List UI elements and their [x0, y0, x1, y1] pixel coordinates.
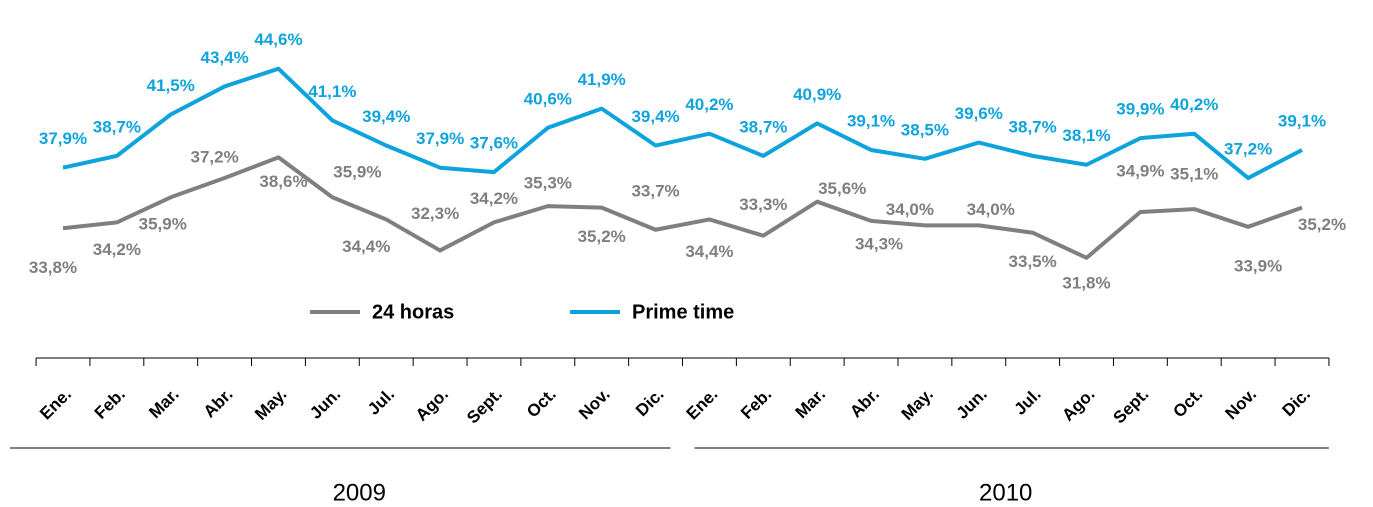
data-label: 35,3% [524, 174, 572, 193]
data-label: 33,3% [739, 195, 787, 214]
data-label: 34,0% [967, 200, 1015, 219]
x-tick-label: May. [898, 385, 937, 424]
data-label: 38,7% [1009, 117, 1057, 136]
x-tick-label: Jun. [306, 385, 344, 423]
x-tick-label: Mar. [792, 385, 829, 422]
x-tick-label: Mar. [145, 385, 182, 422]
data-label: 39,4% [631, 107, 679, 126]
x-tick-label: Jul. [1011, 385, 1045, 419]
data-label: 35,6% [818, 179, 866, 198]
data-label: 37,2% [1224, 140, 1272, 159]
x-tick-label: Oct. [1169, 385, 1206, 422]
legend-label: Prime time [632, 301, 734, 323]
data-label: 34,4% [342, 237, 390, 256]
x-tick-label: Feb. [737, 385, 775, 423]
data-label: 33,7% [631, 181, 679, 200]
x-tick-label: Ene. [683, 385, 722, 424]
x-tick-label: Sept. [1110, 385, 1153, 428]
x-tick-label: Ene. [36, 385, 75, 424]
data-label: 34,9% [1116, 162, 1164, 181]
data-label: 35,9% [139, 215, 187, 234]
data-label: 35,9% [333, 163, 381, 182]
data-label: 38,6% [259, 172, 307, 191]
data-label: 44,6% [254, 30, 302, 49]
x-tick-label: Feb. [91, 385, 129, 423]
data-label: 32,3% [411, 204, 459, 223]
data-label: 37,2% [191, 148, 239, 167]
data-label: 39,9% [1116, 100, 1164, 119]
x-tick-label: Nov. [1222, 385, 1261, 424]
x-tick-label: Jul. [364, 385, 398, 419]
x-tick-label: Sept. [463, 385, 506, 428]
data-label: 39,6% [955, 104, 1003, 123]
group-label: 2009 [333, 479, 386, 506]
x-tick-label: Jun. [953, 385, 991, 423]
data-label: 35,2% [578, 227, 626, 246]
data-label: 40,2% [685, 95, 733, 114]
x-tick-label: Ago. [412, 385, 452, 425]
data-label: 40,9% [793, 85, 841, 104]
data-label: 38,7% [739, 117, 787, 136]
data-label: 37,6% [470, 134, 518, 153]
data-label: 35,1% [1170, 165, 1218, 184]
data-label: 39,4% [362, 107, 410, 126]
data-label: 41,1% [308, 82, 356, 101]
x-tick-label: Dic. [1279, 385, 1314, 420]
data-label: 41,5% [147, 76, 195, 95]
group-label: 2010 [979, 479, 1032, 506]
data-label: 39,1% [1278, 111, 1326, 130]
data-label: 33,5% [1009, 252, 1057, 271]
x-tick-label: Abr. [846, 385, 883, 422]
data-label: 38,1% [1062, 126, 1110, 145]
data-label: 34,4% [685, 242, 733, 261]
data-label: 34,3% [855, 234, 903, 253]
line-series [62, 66, 1303, 181]
data-label: 38,5% [901, 120, 949, 139]
data-label: 33,9% [1234, 256, 1282, 275]
x-tick-label: Oct. [523, 385, 560, 422]
x-tick-label: Abr. [200, 385, 237, 422]
data-label: 31,8% [1062, 273, 1110, 292]
x-tick-label: Nov. [575, 385, 614, 424]
line-series [62, 155, 1303, 260]
x-tick-label: May. [251, 385, 290, 424]
legend-label: 24 horas [372, 301, 454, 323]
data-label: 39,1% [847, 111, 895, 130]
data-label: 37,9% [39, 129, 87, 148]
x-tick-label: Ago. [1058, 385, 1098, 425]
data-label: 40,6% [524, 89, 572, 108]
data-label: 33,8% [29, 258, 77, 277]
data-label: 35,2% [1298, 215, 1346, 234]
data-label: 38,7% [93, 117, 141, 136]
data-label: 41,9% [578, 70, 626, 89]
x-tick-label: Dic. [632, 385, 667, 420]
data-label: 34,0% [886, 200, 934, 219]
data-label: 34,2% [93, 240, 141, 259]
data-label: 43,4% [201, 48, 249, 67]
data-label: 37,9% [416, 129, 464, 148]
data-label: 40,2% [1170, 95, 1218, 114]
data-label: 34,2% [470, 189, 518, 208]
